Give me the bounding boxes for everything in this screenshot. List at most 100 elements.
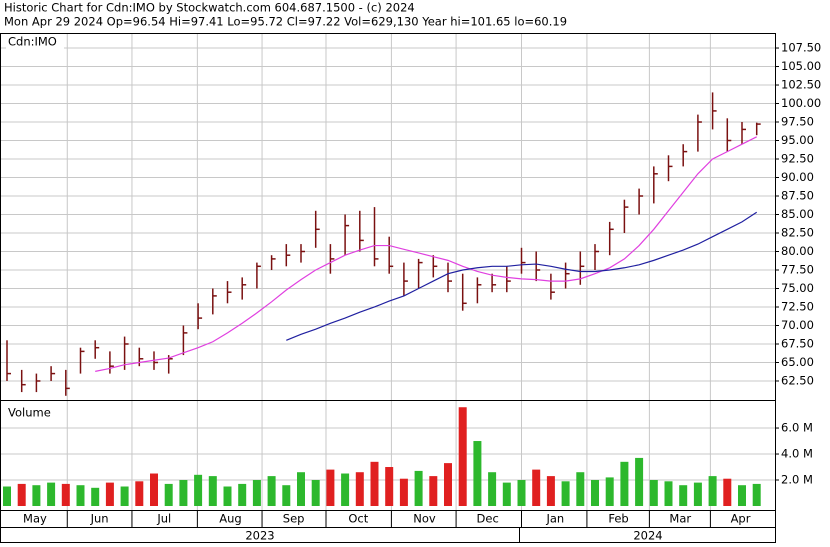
volume-bar <box>561 481 570 506</box>
volume-bar <box>635 457 644 506</box>
volume-bar <box>311 480 320 506</box>
symbol-label: Cdn:IMO <box>8 35 57 49</box>
volume-bar <box>76 485 85 506</box>
x-tick-label: Mar <box>669 512 691 526</box>
volume-bar <box>252 480 261 506</box>
volume-bar <box>32 485 41 506</box>
y-tick-label: 92.50 <box>781 152 814 166</box>
volume-label: Volume <box>8 406 51 420</box>
volume-bar <box>664 481 673 506</box>
volume-bar <box>399 478 408 506</box>
y2-tick-label: 6.0 M <box>781 421 813 435</box>
x-tick-label: Sep <box>283 512 305 526</box>
volume-bar <box>341 473 350 506</box>
chart-subtitle: Mon Apr 29 2024 Op=96.54 Hi=97.41 Lo=95.… <box>4 15 567 29</box>
volume-bar <box>105 482 114 506</box>
y-tick-label: 62.50 <box>781 373 814 387</box>
volume-bar <box>738 485 746 506</box>
x-tick-label: Feb <box>608 512 628 526</box>
x-tick-label: Oct <box>348 512 368 526</box>
volume-bar <box>752 483 761 506</box>
y-tick-label: 100.00 <box>781 96 821 110</box>
volume-bar <box>723 478 732 506</box>
x-tick-label: May <box>23 512 47 526</box>
y-tick-label: 70.00 <box>781 318 814 332</box>
y-tick-label: 95.00 <box>781 133 814 147</box>
y-tick-label: 85.00 <box>781 207 814 221</box>
x-tick-label: Jan <box>545 512 564 526</box>
y-tick-label: 67.50 <box>781 336 814 350</box>
volume-bar <box>326 469 335 506</box>
volume-bar <box>488 472 497 506</box>
y-tick-label: 72.50 <box>781 299 814 313</box>
volume-bar <box>458 407 467 506</box>
volume-bar <box>444 463 452 506</box>
year-label: 2023 <box>245 529 274 543</box>
volume-bar <box>17 483 26 506</box>
volume-bar <box>282 485 291 506</box>
volume-bar <box>473 441 482 506</box>
volume-bar <box>620 461 629 506</box>
volume-bar <box>693 482 702 506</box>
y-tick-label: 102.50 <box>781 78 821 92</box>
y-tick-label: 107.50 <box>781 41 821 55</box>
volume-bar <box>208 476 217 506</box>
volume-bar <box>708 476 717 506</box>
volume-bar <box>591 480 599 506</box>
x-tick-label: Aug <box>219 512 241 526</box>
volume-bar <box>679 485 688 506</box>
volume-bar <box>47 482 56 506</box>
volume-bar <box>414 470 423 506</box>
y-tick-label: 77.50 <box>781 262 814 276</box>
grid-layer <box>0 33 775 510</box>
volume-bar <box>370 461 379 506</box>
volume-bar <box>605 477 614 506</box>
volume-bar <box>223 486 232 506</box>
volume-bar <box>517 480 526 506</box>
volume-bar <box>576 472 585 506</box>
volume-bar <box>150 473 158 506</box>
marks-layer <box>3 92 761 506</box>
y-tick-label: 87.50 <box>781 189 814 203</box>
volume-bar <box>61 483 70 506</box>
volume-bar <box>91 487 100 506</box>
x-tick-label: Nov <box>413 512 436 526</box>
y-tick-label: 90.00 <box>781 170 814 184</box>
volume-bar <box>135 481 144 506</box>
volume-bar <box>267 476 276 506</box>
year-label: 2024 <box>633 529 662 543</box>
volume-bar <box>297 472 305 506</box>
volume-bar <box>355 472 364 506</box>
y-tick-label: 65.00 <box>781 355 814 369</box>
y-tick-label: 82.50 <box>781 226 814 240</box>
y-tick-label: 75.00 <box>781 281 814 295</box>
volume-bar <box>385 467 394 506</box>
volume-bar <box>3 486 11 506</box>
chart-title: Historic Chart for Cdn:IMO by Stockwatch… <box>4 1 415 15</box>
y2-tick-label: 4.0 M <box>781 447 813 461</box>
x-tick-label: Dec <box>477 512 499 526</box>
moving-average <box>95 136 757 372</box>
y-tick-label: 97.50 <box>781 115 814 129</box>
x-tick-label: Jun <box>90 512 109 526</box>
volume-bar <box>649 480 658 506</box>
volume-bar <box>238 483 247 506</box>
volume-bar <box>120 486 129 506</box>
volume-bar <box>546 476 555 506</box>
label-bg <box>6 35 64 49</box>
volume-bar <box>532 469 541 506</box>
volume-bar <box>502 482 511 506</box>
volume-bar <box>164 483 173 506</box>
y2-tick-label: 2.0 M <box>781 473 813 487</box>
y-tick-label: 80.00 <box>781 244 814 258</box>
x-tick-label: Jul <box>156 512 171 526</box>
moving-average <box>286 211 758 341</box>
volume-bar <box>194 474 203 506</box>
x-tick-label: Apr <box>731 512 751 526</box>
volume-bar <box>429 476 438 506</box>
volume-bar <box>179 480 188 506</box>
y-tick-label: 105.00 <box>781 59 821 73</box>
